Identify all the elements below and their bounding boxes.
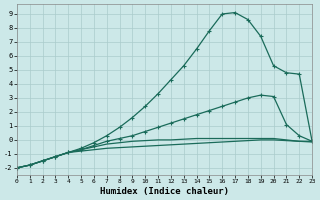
X-axis label: Humidex (Indice chaleur): Humidex (Indice chaleur) [100, 187, 229, 196]
